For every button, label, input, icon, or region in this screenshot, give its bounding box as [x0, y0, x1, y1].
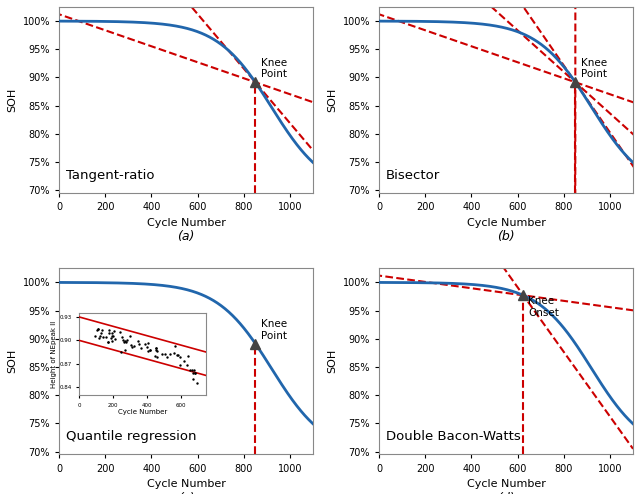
Text: Knee
Point: Knee Point [581, 58, 607, 80]
X-axis label: Cycle Number: Cycle Number [467, 218, 545, 228]
Text: Knee
Point: Knee Point [261, 319, 287, 341]
X-axis label: Cycle Number: Cycle Number [147, 218, 225, 228]
Text: Knee
Onset: Knee Onset [528, 296, 559, 318]
Y-axis label: SOH: SOH [327, 88, 337, 112]
X-axis label: Cycle Number: Cycle Number [467, 479, 545, 489]
Text: Knee
Point: Knee Point [261, 58, 287, 80]
Text: Quantile regression: Quantile regression [66, 430, 196, 443]
Text: Bisector: Bisector [386, 169, 440, 182]
Text: Double Bacon-Watts: Double Bacon-Watts [386, 430, 521, 443]
Text: Tangent-ratio: Tangent-ratio [66, 169, 154, 182]
Y-axis label: SOH: SOH [327, 349, 337, 373]
Text: (a): (a) [177, 230, 195, 244]
Text: (b): (b) [497, 230, 515, 244]
Text: (d): (d) [497, 492, 515, 494]
Y-axis label: SOH: SOH [7, 349, 17, 373]
Text: (c): (c) [178, 492, 195, 494]
X-axis label: Cycle Number: Cycle Number [147, 479, 225, 489]
Y-axis label: SOH: SOH [7, 88, 17, 112]
